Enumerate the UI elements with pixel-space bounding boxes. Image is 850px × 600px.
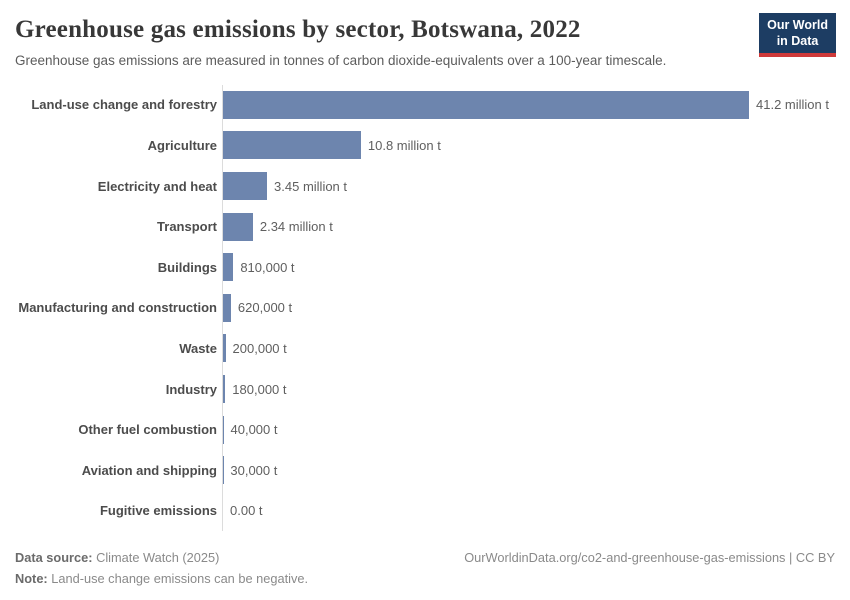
value-label: 3.45 million t — [274, 178, 348, 194]
chart-row: Industry 180,000 t — [15, 368, 835, 410]
value-label: 30,000 t — [230, 462, 278, 478]
chart-row: Buildings 810,000 t — [15, 246, 835, 288]
bar[interactable] — [223, 212, 253, 241]
data-source-value: Climate Watch (2025) — [96, 550, 220, 565]
chart-row: Manufacturing and construction 620,000 t — [15, 287, 835, 329]
category-label: Aviation and shipping — [81, 462, 217, 478]
bar[interactable] — [223, 415, 224, 444]
value-label: 810,000 t — [240, 259, 295, 275]
category-label: Buildings — [157, 259, 217, 275]
chart-row: Electricity and heat 3.45 million t — [15, 165, 835, 207]
owid-logo-line1: Our World — [767, 18, 828, 32]
value-label: 41.2 million t — [756, 97, 829, 113]
plot-area: 200,000 t — [222, 328, 835, 369]
plot-area: 40,000 t — [222, 409, 835, 450]
category-label: Fugitive emissions — [99, 503, 217, 519]
chart-row: Other fuel combustion 40,000 t — [15, 409, 835, 450]
chart-row: Land-use change and forestry 41.2 millio… — [15, 84, 835, 126]
plot-area: 41.2 million t — [222, 84, 835, 126]
category-label: Waste — [179, 340, 217, 356]
plot-area: 3.45 million t — [222, 165, 835, 207]
chart-row: Transport 2.34 million t — [15, 206, 835, 247]
owid-logo[interactable]: Our World in Data — [759, 13, 836, 58]
value-label: 10.8 million t — [367, 137, 441, 153]
chart-row: Fugitive emissions 0.00 t — [15, 490, 835, 532]
bar-chart: Land-use change and forestry 41.2 millio… — [15, 84, 835, 532]
note-line: Note: Land-use change emissions can be n… — [15, 568, 308, 589]
bar[interactable] — [223, 90, 749, 119]
value-label: 2.34 million t — [259, 219, 333, 235]
bar[interactable] — [223, 375, 226, 403]
data-source-line: Data source: Climate Watch (2025) — [15, 547, 308, 568]
plot-area: 810,000 t — [222, 246, 835, 288]
plot-area: 2.34 million t — [222, 206, 835, 247]
plot-area: 30,000 t — [222, 449, 835, 491]
note-label: Note: — [15, 571, 48, 586]
category-label: Agriculture — [147, 137, 217, 153]
category-label: Land-use change and forestry — [31, 97, 217, 113]
plot-area: 10.8 million t — [222, 125, 835, 166]
chart-footer: Data source: Climate Watch (2025) Note: … — [15, 547, 835, 589]
bar[interactable] — [223, 131, 361, 160]
chart-title: Greenhouse gas emissions by sector, Bots… — [15, 16, 581, 43]
bar[interactable] — [223, 293, 231, 322]
value-label: 200,000 t — [232, 340, 287, 356]
plot-area: 180,000 t — [222, 368, 835, 410]
chart-row: Agriculture 10.8 million t — [15, 125, 835, 166]
bar[interactable] — [223, 172, 268, 201]
owid-logo-line2: in Data — [776, 33, 819, 48]
chart-row: Waste 200,000 t — [15, 328, 835, 369]
value-label: 180,000 t — [232, 381, 287, 397]
category-label: Industry — [165, 381, 217, 397]
value-label: 40,000 t — [230, 422, 278, 438]
chart-subtitle: Greenhouse gas emissions are measured in… — [15, 53, 667, 68]
category-label: Other fuel combustion — [78, 422, 217, 438]
plot-area: 0.00 t — [222, 490, 835, 532]
value-label: 0.00 t — [230, 503, 263, 519]
note-value: Land-use change emissions can be negativ… — [51, 571, 309, 586]
category-label: Electricity and heat — [97, 178, 217, 194]
plot-area: 620,000 t — [222, 287, 835, 329]
footer-left: Data source: Climate Watch (2025) Note: … — [15, 547, 308, 589]
chart-header: Greenhouse gas emissions by sector, Bots… — [0, 0, 850, 70]
attribution-link[interactable]: OurWorldinData.org/co2-and-greenhouse-ga… — [464, 550, 835, 565]
bar[interactable] — [223, 253, 234, 282]
value-label: 620,000 t — [237, 300, 293, 316]
data-source-label: Data source: — [15, 550, 93, 565]
chart-row: Aviation and shipping 30,000 t — [15, 449, 835, 491]
category-label: Transport — [157, 219, 217, 235]
category-label: Manufacturing and construction — [18, 300, 217, 316]
bar[interactable] — [223, 334, 226, 363]
